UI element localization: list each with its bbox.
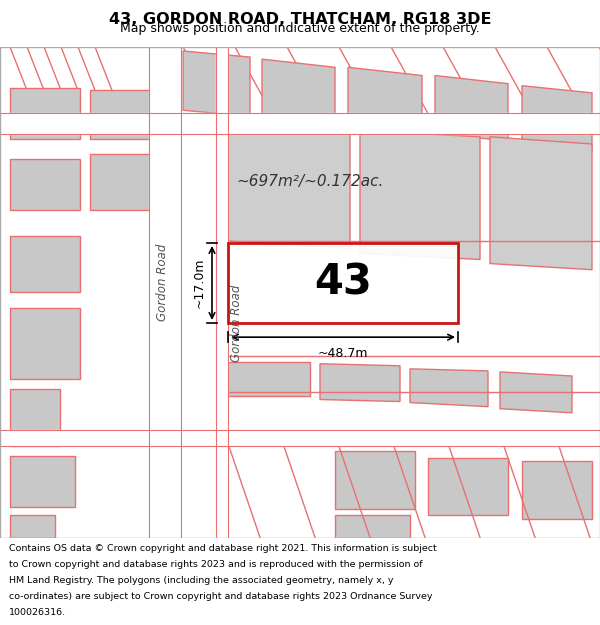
Polygon shape	[360, 131, 480, 259]
Polygon shape	[10, 88, 80, 139]
Text: 100026316.: 100026316.	[9, 608, 66, 618]
Polygon shape	[522, 461, 592, 519]
Polygon shape	[348, 68, 422, 132]
Polygon shape	[90, 154, 155, 211]
Polygon shape	[228, 243, 458, 323]
Polygon shape	[10, 159, 80, 211]
Polygon shape	[435, 76, 508, 141]
Text: to Crown copyright and database rights 2023 and is reproduced with the permissio: to Crown copyright and database rights 2…	[9, 560, 422, 569]
Text: Gordon Road: Gordon Road	[229, 284, 242, 361]
Polygon shape	[335, 451, 415, 509]
Polygon shape	[10, 308, 80, 379]
Polygon shape	[10, 236, 80, 292]
Text: HM Land Registry. The polygons (including the associated geometry, namely x, y: HM Land Registry. The polygons (includin…	[9, 576, 394, 585]
Text: 43: 43	[314, 262, 372, 304]
Polygon shape	[90, 90, 155, 139]
Polygon shape	[522, 86, 592, 151]
Polygon shape	[320, 364, 400, 401]
Text: co-ordinates) are subject to Crown copyright and database rights 2023 Ordnance S: co-ordinates) are subject to Crown copyr…	[9, 592, 433, 601]
Polygon shape	[428, 458, 508, 515]
Text: ~48.7m: ~48.7m	[318, 348, 368, 361]
Polygon shape	[10, 389, 60, 446]
Polygon shape	[262, 59, 335, 124]
Polygon shape	[10, 515, 55, 538]
Polygon shape	[410, 369, 488, 407]
Text: Gordon Road: Gordon Road	[157, 243, 170, 321]
Text: Map shows position and indicative extent of the property.: Map shows position and indicative extent…	[120, 22, 480, 35]
Bar	[0, 47, 600, 538]
Polygon shape	[490, 137, 592, 270]
Polygon shape	[183, 51, 250, 116]
Polygon shape	[228, 131, 350, 248]
Polygon shape	[228, 362, 310, 396]
Text: ~17.0m: ~17.0m	[193, 258, 206, 308]
Polygon shape	[335, 515, 410, 538]
Polygon shape	[10, 456, 75, 507]
Text: ~697m²/~0.172ac.: ~697m²/~0.172ac.	[236, 174, 383, 189]
Polygon shape	[500, 372, 572, 413]
Text: Contains OS data © Crown copyright and database right 2021. This information is : Contains OS data © Crown copyright and d…	[9, 544, 437, 552]
Text: 43, GORDON ROAD, THATCHAM, RG18 3DE: 43, GORDON ROAD, THATCHAM, RG18 3DE	[109, 12, 491, 27]
